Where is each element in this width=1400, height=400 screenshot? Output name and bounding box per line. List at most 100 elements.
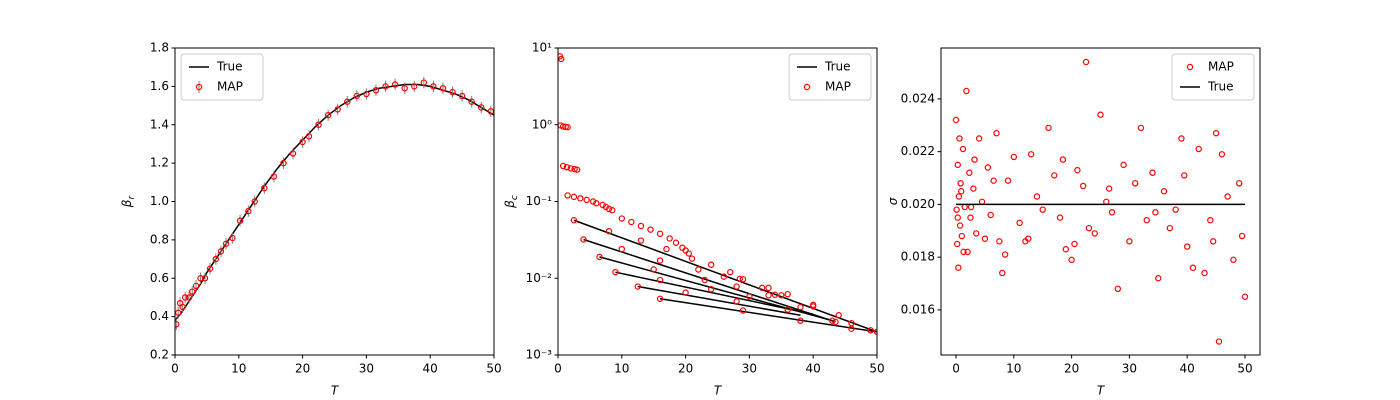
legend-marker (1186, 63, 1194, 71)
legend-label: MAP (1208, 60, 1234, 74)
map-point (411, 83, 418, 90)
map-point (571, 165, 578, 173)
map-point (599, 201, 606, 209)
map-point (848, 325, 855, 332)
map-point (175, 321, 180, 328)
map-point (967, 203, 975, 211)
map-point (1082, 58, 1090, 66)
map-point (656, 257, 664, 264)
y-axis-symbol: σ (886, 197, 900, 205)
map-point (1131, 180, 1139, 187)
map-point (182, 294, 189, 301)
map-point (270, 173, 278, 180)
map-point (344, 98, 351, 105)
map-point (1166, 224, 1174, 232)
map-point (596, 253, 603, 261)
map-point (401, 85, 408, 92)
map-point (236, 217, 244, 224)
map-point (765, 284, 772, 292)
x-tick-label: 10 (614, 362, 629, 376)
map-point (685, 250, 692, 257)
map-point (955, 193, 963, 200)
map-point (954, 161, 961, 169)
x-tick-label: 0 (952, 362, 960, 376)
map-point (1105, 185, 1113, 192)
map-point (573, 166, 581, 173)
map-point (589, 198, 597, 205)
map-point (1160, 188, 1168, 195)
map-point (1108, 209, 1116, 216)
map-point (656, 295, 664, 302)
map-point (567, 165, 574, 172)
x-tick-label: 20 (1064, 362, 1079, 376)
map-point (990, 177, 997, 184)
legend-label: True (824, 60, 851, 74)
plot-area (952, 58, 1249, 345)
map-point (628, 218, 635, 226)
legend-label: True (216, 60, 243, 74)
map-point (1172, 206, 1179, 213)
x-tick-label: 20 (678, 362, 693, 376)
map-point (577, 195, 584, 202)
y-tick-label: 10⁻³ (526, 348, 553, 362)
map-point (1114, 285, 1122, 292)
map-point (1068, 256, 1075, 263)
map-point (966, 169, 973, 176)
map-point (1010, 153, 1018, 161)
y-tick-label: 1.0 (150, 194, 169, 208)
map-point (1241, 293, 1249, 300)
y-axis-symbol: β (503, 200, 517, 209)
map-point (299, 138, 306, 146)
map-point (1074, 166, 1081, 174)
map-point (1230, 256, 1237, 263)
map-point (984, 164, 992, 171)
map-point (656, 230, 664, 237)
y-axis-label: σ (886, 197, 900, 205)
map-point (1025, 235, 1032, 242)
y-tick-label: 0.018 (901, 250, 935, 264)
map-point (1071, 240, 1078, 248)
map-point (372, 87, 380, 94)
y-tick-label: 1.8 (150, 41, 169, 55)
map-point (1103, 198, 1110, 205)
map-point (391, 81, 399, 88)
map-point (1120, 161, 1127, 169)
y-tick-label: 0.4 (150, 309, 169, 323)
true-line (175, 83, 494, 321)
y-tick-label: 0.6 (150, 271, 169, 285)
map-point (1238, 232, 1246, 240)
map-point (1079, 182, 1087, 190)
map-point (334, 106, 341, 113)
map-point (185, 294, 193, 301)
map-point (1235, 180, 1243, 187)
map-point (618, 245, 626, 253)
map-point (197, 275, 204, 282)
map-point (1207, 217, 1214, 224)
y-axis-label: βr (120, 195, 137, 209)
y-axis-symbol: β (120, 199, 134, 208)
map-point (175, 309, 182, 316)
map-point (960, 248, 967, 256)
map-point (963, 87, 970, 95)
y-tick-label: 0.020 (901, 197, 935, 211)
map-point (666, 235, 673, 242)
plot-area (175, 76, 494, 331)
map-point (449, 88, 456, 96)
map-point (570, 217, 578, 224)
map-point (468, 98, 475, 105)
map-point (612, 268, 619, 276)
map-point (975, 135, 983, 142)
map-point (771, 291, 779, 298)
map-point (558, 55, 565, 63)
map-point (784, 290, 791, 298)
map-point (420, 79, 428, 86)
map-point (1149, 169, 1156, 176)
map-point (959, 145, 967, 153)
x-axis-label: T (714, 384, 723, 398)
y-tick-label: 10⁻² (526, 271, 553, 285)
y-tick-label: 0.024 (901, 91, 935, 105)
x-tick-label: 30 (359, 362, 374, 376)
map-point (996, 238, 1003, 245)
map-point (289, 150, 297, 157)
